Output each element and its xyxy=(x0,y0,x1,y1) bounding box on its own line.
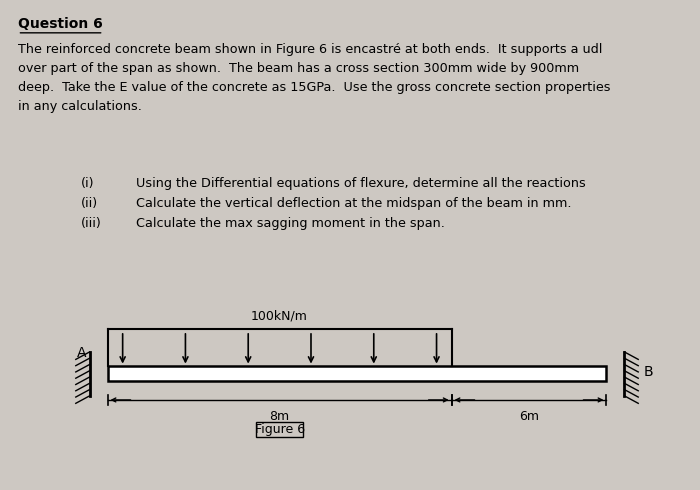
Text: (i): (i) xyxy=(80,177,94,191)
Text: Calculate the max sagging moment in the span.: Calculate the max sagging moment in the … xyxy=(136,217,445,230)
Bar xyxy=(108,367,606,381)
Text: (ii): (ii) xyxy=(80,197,97,210)
Text: (iii): (iii) xyxy=(80,217,101,230)
Text: Calculate the vertical deflection at the midspan of the beam in mm.: Calculate the vertical deflection at the… xyxy=(136,197,572,210)
Text: Figure 6: Figure 6 xyxy=(255,423,304,436)
Text: Using the Differential equations of flexure, determine all the reactions: Using the Differential equations of flex… xyxy=(136,177,587,191)
Text: 100kN/m: 100kN/m xyxy=(251,310,308,322)
Text: B: B xyxy=(644,365,653,379)
Bar xyxy=(256,422,303,437)
Text: Question 6: Question 6 xyxy=(18,17,102,31)
Text: 6m: 6m xyxy=(519,410,539,423)
Text: The reinforced concrete beam shown in Figure 6 is encastré at both ends.  It sup: The reinforced concrete beam shown in Fi… xyxy=(18,43,610,113)
Text: A: A xyxy=(76,346,86,361)
Text: 8m: 8m xyxy=(270,410,290,423)
